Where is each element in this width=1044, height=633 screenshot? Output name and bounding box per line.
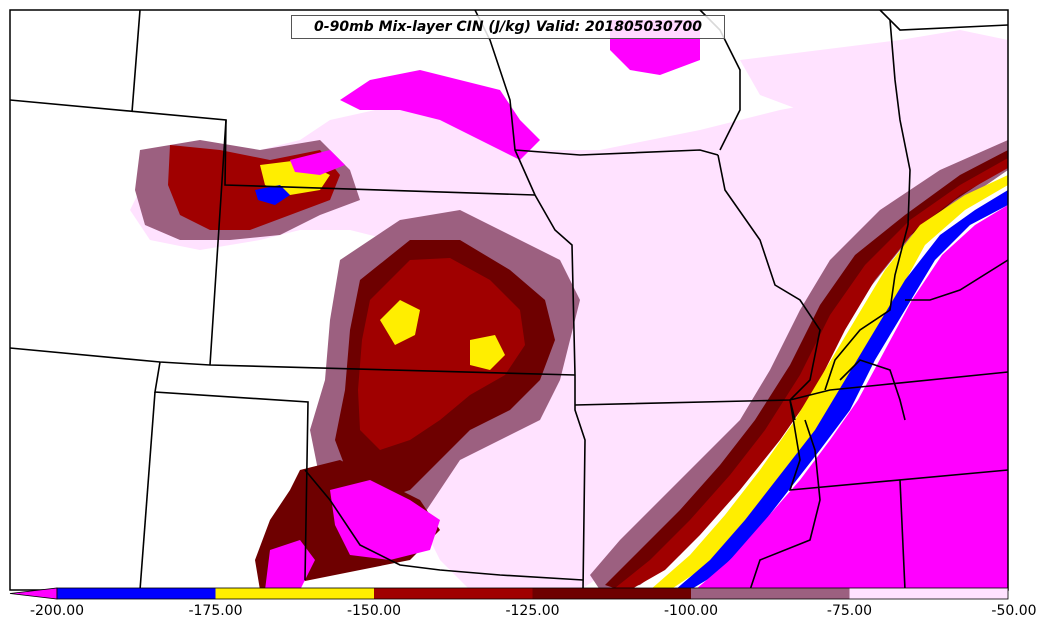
boundary-line bbox=[9, 347, 576, 376]
colorbar-tick-label: -50.00 bbox=[991, 603, 1037, 619]
boundary-line bbox=[514, 149, 719, 156]
cin-region-pink-ne bbox=[740, 30, 1008, 120]
boundary-line bbox=[788, 399, 1009, 491]
boundary-line bbox=[574, 371, 1009, 406]
colorbar-bin bbox=[215, 588, 374, 599]
colorbar-bin bbox=[849, 588, 1008, 599]
boundary-line bbox=[474, 9, 586, 591]
boundary-line bbox=[131, 9, 141, 113]
boundary-line bbox=[224, 119, 536, 196]
colorbar bbox=[9, 587, 1009, 600]
boundary-line bbox=[749, 419, 821, 591]
cin-region-yellow-c bbox=[380, 300, 420, 345]
cin-field bbox=[130, 20, 1008, 590]
boundary-line bbox=[154, 361, 309, 581]
map-title: 0-90mb Mix-layer CIN (J/kg) Valid: 20180… bbox=[291, 15, 725, 39]
colorbar-bin bbox=[57, 588, 216, 599]
colorbar-tick-label: -150.00 bbox=[346, 603, 402, 619]
boundary-line bbox=[889, 19, 911, 226]
colorbar-tick-label: -100.00 bbox=[663, 603, 719, 619]
cin-region-magenta-w bbox=[290, 150, 345, 175]
boundary-line bbox=[717, 154, 821, 421]
colorbar-tick-label: -125.00 bbox=[505, 603, 560, 619]
state-boundaries bbox=[9, 9, 1009, 591]
colorbar-bin bbox=[532, 588, 691, 599]
cin-region-magenta-sw2 bbox=[265, 540, 315, 590]
boundary-line bbox=[839, 359, 906, 421]
cin-region-magenta-n bbox=[340, 70, 540, 160]
cin-region-blue-nw bbox=[255, 185, 290, 205]
boundary-line bbox=[879, 9, 1009, 31]
boundary-line bbox=[905, 259, 1009, 301]
cin-region-yellow-c2 bbox=[470, 335, 505, 370]
boundary-line bbox=[899, 479, 906, 591]
colorbar-bin bbox=[691, 588, 850, 599]
cin-region-blue-band bbox=[675, 190, 1008, 590]
cin-region-magenta-se bbox=[695, 205, 1008, 590]
colorbar-tick-label: -75.00 bbox=[826, 603, 873, 619]
colorbar-bin bbox=[374, 588, 533, 599]
boundary-line bbox=[139, 391, 156, 591]
colorbar-tick-label: -200.00 bbox=[29, 603, 85, 619]
boundary-line bbox=[304, 469, 584, 581]
colorbar-tick-label: -175.00 bbox=[188, 603, 243, 619]
cin-region-yellow-band bbox=[650, 175, 1008, 590]
colorbar-border bbox=[56, 587, 1009, 600]
boundary-line bbox=[824, 224, 909, 391]
